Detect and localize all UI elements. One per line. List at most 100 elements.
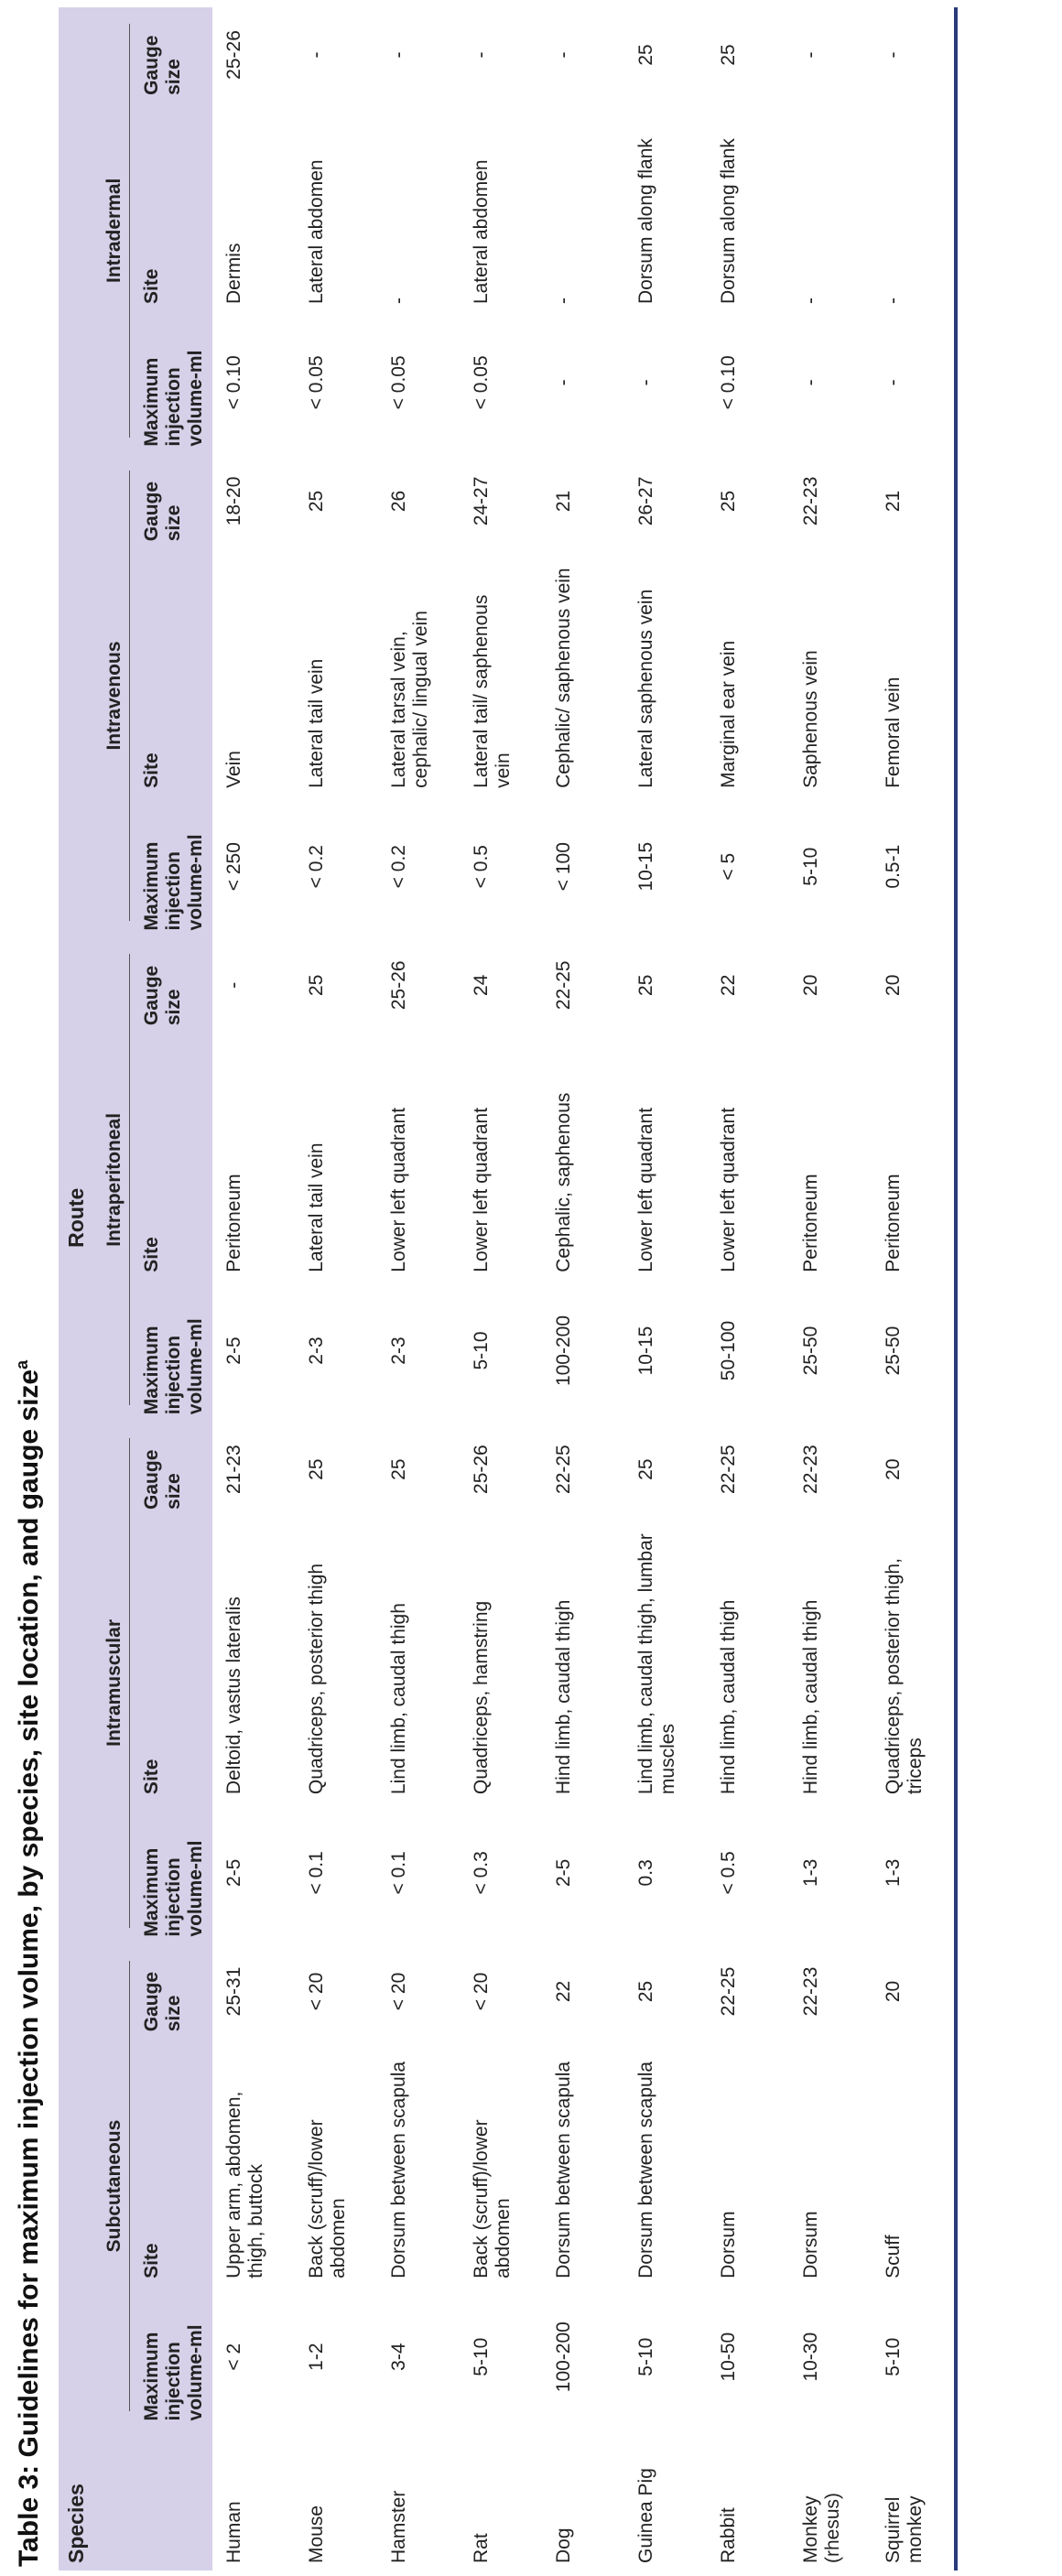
column-label: Site [135,1516,212,1802]
species-cell: Monkey (rhesus) [800,2492,843,2563]
gauge-cell: 25 [635,1980,656,2003]
volume-cell: < 0.2 [306,845,327,889]
site-cell: Vein [223,751,244,788]
data-row: Hamster 3-4 Dorsum between scapula < 20 < 0.… [377,7,460,2571]
site-cell: Hind limb, caudal thigh [800,1599,821,1795]
volume-cell: 5-10 [800,847,821,886]
volume-cell: - [800,379,821,386]
gauge-cell: 18-20 [223,476,244,526]
volume-cell: < 0.05 [471,355,492,410]
site-cell: Lind limb, caudal thigh, lumbar muscles [635,1533,678,1795]
site-cell: Scuff [883,2235,904,2278]
volume-cell: < 0.2 [388,845,409,889]
column-label: Gauge size [135,7,212,103]
column-label: Site [135,102,212,312]
column-label: Site [135,1033,212,1280]
volume-cell: < 0.3 [471,1851,492,1895]
title-text: Table 3: Guidelines for maximum injectio… [14,1369,44,2567]
gauge-cell: 21-23 [223,1445,244,1494]
site-cell: Lower left quadrant [471,1107,492,1272]
gauge-cell: - [883,51,904,59]
gauge-cell: 20 [883,1458,904,1480]
site-cell: Upper arm, abdomen, thigh, buttock [223,2091,266,2278]
volume-cell: 2-3 [306,1337,327,1365]
column-label: Maximum injection volume-ml [135,2285,212,2429]
gauge-cell: 24 [471,974,492,996]
route-name: Subcutaneous [103,1960,130,2412]
site-cell: Lateral abdomen [471,159,492,305]
site-cell: Lateral saphenous vein [635,589,656,788]
site-cell: Lower left quadrant [388,1107,409,1272]
species-header: Species [59,2428,212,2571]
route-name: Intraperitoneal [103,954,130,1406]
gauge-cell: 26-27 [635,476,656,526]
gauge-cell: 22-25 [553,1445,574,1494]
site-cell: Hind limb, caudal thigh [553,1599,574,1795]
site-cell: Quadriceps, posterior thigh, triceps [883,1558,926,1795]
gauge-cell: - [388,51,409,59]
site-cell: Hind limb, caudal thigh [718,1599,739,1795]
species-cell: Dog [553,2527,574,2563]
data-row: Guinea Pig 5-10 Dorsum between scapula 25 0.… [624,7,707,2571]
gauge-cell: 25-31 [223,1966,244,2017]
volume-cell: 1-3 [800,1858,821,1888]
column-label: Gauge size [135,453,212,549]
gauge-cell: 25 [718,490,739,513]
site-cell: Back (scruff)/lower abdomen [471,2119,514,2278]
column-label: Gauge size [135,937,212,1034]
data-row: Rat 5-10 Back (scruff)/lower abdomen < 20 < … [460,7,542,2571]
volume-cell: < 2 [223,2343,244,2371]
column-label: Site [135,2039,212,2286]
volume-cell: 2-5 [223,1858,244,1888]
data-row: Monkey (rhesus) 10-30 Dorsum 22-23 1-3 Hind l… [789,7,872,2571]
volume-cell: < 5 [718,852,739,881]
route-header: Route [59,7,94,2429]
gauge-cell: 22-25 [718,1966,739,2017]
gauge-cell: < 20 [471,1972,492,2011]
site-cell: Dorsum [718,2211,739,2278]
gauge-cell: 22 [718,974,739,996]
gauge-cell: 20 [883,974,904,996]
gauge-cell: - [471,51,492,59]
volume-cell: < 250 [223,842,244,892]
site-cell: Cephalic/ saphenous vein [553,568,574,788]
volume-cell: 5-10 [471,2337,492,2376]
gauge-cell: 22-25 [553,960,574,1011]
gauge-cell: 25 [306,974,327,996]
site-cell: Lateral tail/ saphenous vein [471,594,514,788]
volume-cell: 10-15 [635,841,656,892]
title-note: a [13,1359,31,1369]
volume-cell: < 0.5 [718,1851,739,1895]
site-cell: Quadriceps, hamstring [471,1600,492,1795]
header-row: Maximum injection volume-ml Site Gauge siz… [135,7,212,2571]
route-name-cell: Intravenous [94,453,135,938]
volume-cell: 50-100 [718,1320,739,1381]
column-label: Maximum injection volume-ml [135,1279,212,1423]
route-name-cell: Subcutaneous [94,1943,135,2429]
site-cell: Lower left quadrant [635,1107,656,1272]
volume-cell: 5-10 [635,2337,656,2376]
gauge-cell: 25-26 [223,30,244,80]
site-cell: Lateral tarsal vein, cephalic/ lingual v… [388,611,431,788]
column-label: Gauge size [135,1422,212,1517]
table-header: Species Route Subcutaneous Intramuscular Int… [59,7,212,2571]
species-cell: Guinea Pig [635,2468,656,2563]
site-cell: - [883,298,904,305]
site-cell: Quadriceps, posterior thigh [306,1563,327,1795]
site-cell: Dermis [223,243,244,305]
volume-cell: 25-50 [800,1326,821,1376]
gauge-cell: 25 [635,1458,656,1480]
header-row: Subcutaneous Intramuscular Intraperitoneal… [94,7,135,2571]
site-cell: Lower left quadrant [718,1107,739,1272]
volume-cell: - [553,379,574,386]
site-cell: Dorsum along flank [718,138,739,305]
gauge-cell: 25 [388,1458,409,1480]
gauge-cell: 25 [635,974,656,996]
volume-cell: 2-3 [388,1337,409,1365]
volume-cell: < 0.1 [388,1851,409,1895]
gauge-cell: - [223,981,244,989]
gauge-cell: - [306,51,327,59]
gauge-cell: 20 [883,1980,904,2003]
